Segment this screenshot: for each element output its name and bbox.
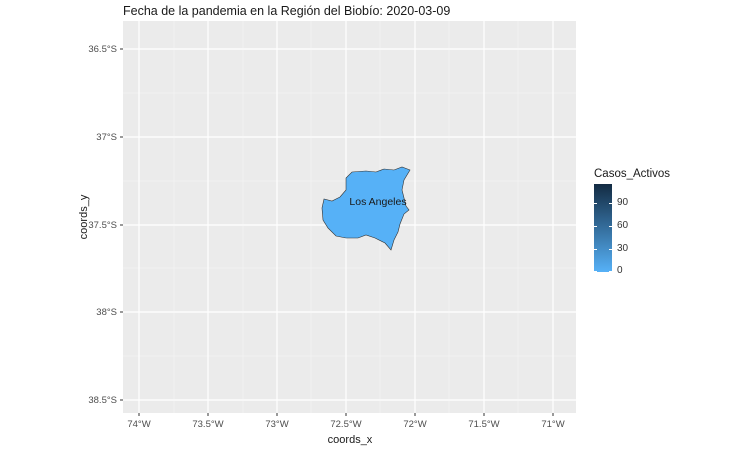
region-label: Los Angeles [349, 196, 406, 208]
y-axis-title: coords_y [78, 194, 90, 239]
x-tick-label: 73.5°W [192, 419, 223, 430]
x-tick-label: 71.5°W [468, 419, 499, 430]
x-tick-label: 72.5°W [330, 419, 361, 430]
y-tick-label: 38°S [96, 307, 117, 318]
x-tick-label: 71°W [541, 419, 564, 430]
legend-label: 30 [617, 243, 629, 254]
legend-label: 90 [617, 197, 629, 208]
x-tick-label: 72°W [403, 419, 426, 430]
y-tick-label: 37.5°S [88, 220, 117, 231]
region-polygon[interactable] [321, 166, 411, 251]
legend-title: Casos_Activos [594, 168, 671, 180]
legend-label: 0 [617, 265, 623, 276]
y-axis [120, 48, 123, 401]
x-tick-label: 73°W [265, 419, 288, 430]
minor-grid [123, 21, 576, 413]
y-tick-label: 37°S [96, 132, 117, 143]
x-axis [138, 413, 554, 416]
y-tick-label: 38.5°S [88, 395, 117, 406]
x-axis-title: coords_x [328, 434, 373, 446]
y-tick-label: 36.5°S [88, 44, 117, 55]
legend-colorbar [594, 184, 612, 272]
x-tick-label: 74°W [127, 419, 150, 430]
plot-title: Fecha de la pandemia en la Región del Bi… [123, 4, 451, 18]
legend-label: 60 [617, 220, 629, 231]
